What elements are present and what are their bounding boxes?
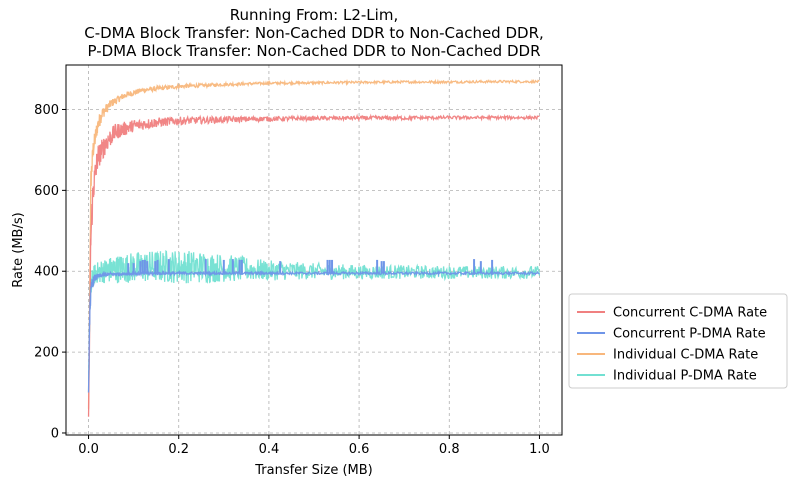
- legend: Concurrent C-DMA Rate Concurrent P-DMA Ra…: [568, 293, 788, 389]
- chart-title: Running From: L2-Lim, C-DMA Block Transf…: [84, 6, 544, 60]
- y-tick-label: 400: [34, 265, 59, 280]
- x-tick-label: 0.4: [259, 442, 280, 457]
- x-axis-label: Transfer Size (MB): [254, 463, 373, 478]
- x-tick-label: 0.8: [439, 442, 460, 457]
- y-tick-label: 200: [34, 346, 59, 361]
- chart-title-line-3: P-DMA Block Transfer: Non-Cached DDR to …: [87, 42, 540, 60]
- x-tick-label: 0.2: [168, 442, 189, 457]
- chart-title-line-1: Running From: L2-Lim,: [230, 6, 398, 24]
- y-tick-label: 0: [51, 426, 59, 441]
- legend-label: Concurrent P-DMA Rate: [613, 327, 766, 342]
- legend-label: Individual C-DMA Rate: [613, 348, 758, 363]
- series-layer: [87, 78, 541, 417]
- series-line: [87, 113, 540, 417]
- x-tick-label: 1.0: [529, 442, 550, 457]
- y-tick-label: 800: [34, 103, 59, 118]
- x-tick-label: 0.0: [78, 442, 99, 457]
- y-axis-label: Rate (MB/s): [11, 212, 26, 287]
- legend-box: [568, 293, 788, 389]
- x-tick-label: 0.6: [349, 442, 370, 457]
- y-axis: 0 200 400 600 800: [34, 103, 66, 441]
- legend-label: Concurrent C-DMA Rate: [613, 306, 767, 321]
- series-line: [87, 78, 540, 409]
- series-line: [87, 269, 540, 393]
- grid: [66, 65, 562, 435]
- chart-title-line-2: C-DMA Block Transfer: Non-Cached DDR to …: [84, 24, 544, 42]
- x-axis: 0.0 0.2 0.4 0.6 0.8 1.0: [78, 435, 550, 457]
- y-tick-label: 600: [34, 184, 59, 199]
- legend-label: Individual P-DMA Rate: [613, 369, 757, 384]
- plot-frame: [65, 64, 563, 436]
